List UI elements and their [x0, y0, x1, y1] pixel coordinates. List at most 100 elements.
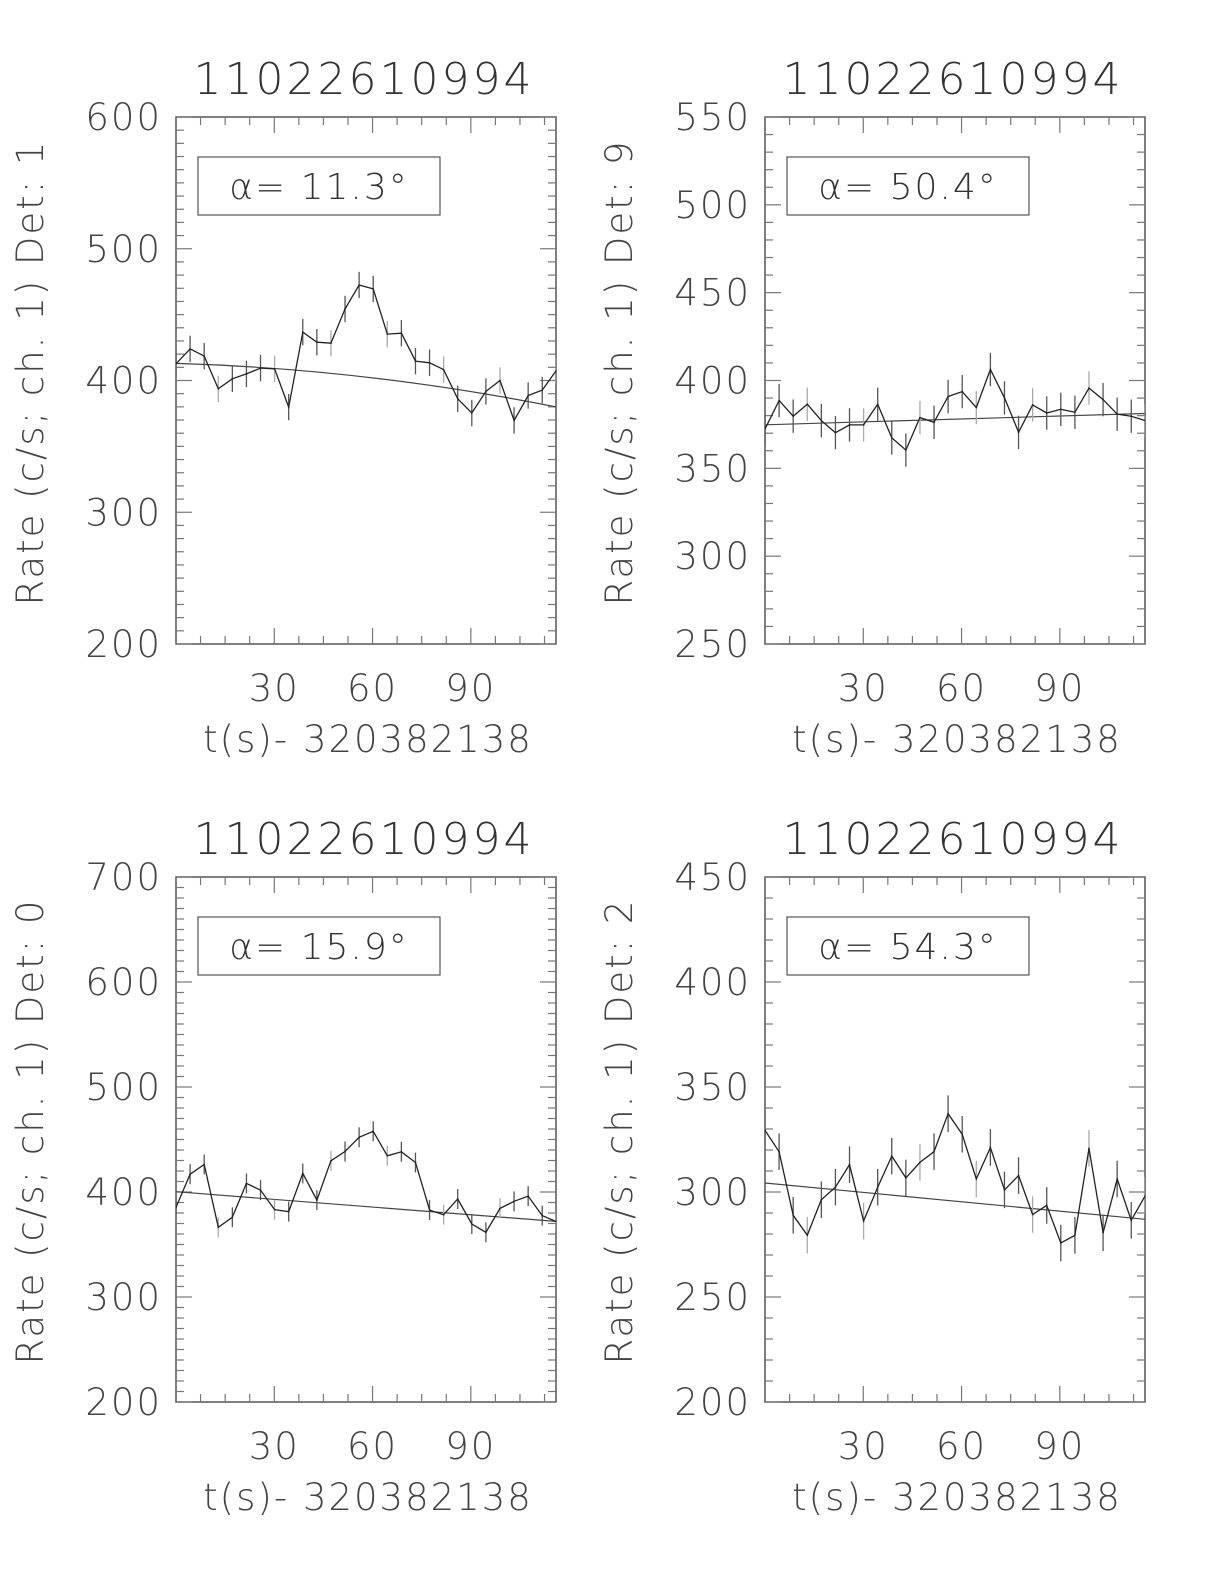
x-tick-label: 90 — [445, 667, 496, 710]
x-tick-label: 60 — [936, 1425, 987, 1468]
data-point — [1116, 413, 1118, 416]
data-point — [189, 348, 191, 350]
data-point — [456, 1198, 459, 1200]
data-point — [400, 332, 403, 335]
data-point — [316, 1199, 318, 1201]
data-point — [203, 355, 205, 357]
y-tick-label: 500 — [674, 184, 751, 227]
data-point — [806, 403, 809, 406]
data-point — [287, 406, 290, 408]
plot-area — [176, 1121, 556, 1243]
x-tick-label: 90 — [1034, 1425, 1085, 1468]
y-tick-label: 450 — [674, 272, 751, 315]
data-point — [499, 1207, 501, 1210]
x-tick-label: 30 — [838, 667, 889, 710]
data-point — [1130, 415, 1133, 417]
y-tick-label: 350 — [674, 1066, 751, 1109]
data-point — [176, 1206, 177, 1209]
data-point — [386, 333, 389, 335]
x-tick-label: 30 — [838, 1425, 889, 1468]
x-axis-label: t(s)- 320382138 — [792, 1476, 1122, 1519]
data-point — [259, 367, 262, 369]
x-tick-label: 60 — [347, 1425, 398, 1468]
data-point — [1116, 1178, 1118, 1180]
data-point — [1003, 1189, 1006, 1191]
data-point — [890, 437, 893, 439]
y-tick-label: 400 — [674, 961, 751, 1004]
data-point — [414, 360, 417, 362]
x-tick-label: 30 — [249, 667, 300, 710]
y-axis-label: Rate (c/s; ch. 1) Det: 9 — [598, 140, 641, 606]
data-point — [1031, 1213, 1034, 1216]
y-tick-label: 550 — [674, 96, 751, 139]
annotation-alpha: α= 15.9° — [229, 927, 409, 968]
y-tick-label: 700 — [85, 856, 162, 899]
data-point — [876, 1186, 879, 1188]
data-point — [961, 390, 964, 393]
data-point — [301, 331, 304, 333]
y-tick-label: 600 — [85, 96, 162, 139]
data-point — [1074, 1234, 1076, 1237]
x-tick-label: 60 — [347, 667, 398, 710]
data-point — [485, 1231, 487, 1234]
y-tick-label: 450 — [674, 856, 751, 899]
annotation-alpha: α= 54.3° — [818, 927, 998, 968]
x-tick-label: 30 — [249, 1425, 300, 1468]
data-point — [273, 1208, 276, 1211]
data-point — [471, 412, 473, 414]
y-tick-label: 250 — [674, 1276, 751, 1319]
plot-area — [176, 271, 556, 434]
data-point — [792, 415, 794, 417]
y-tick-label: 350 — [674, 447, 751, 490]
y-tick-label: 400 — [85, 360, 162, 403]
data-point — [905, 1177, 907, 1179]
data-point — [1003, 397, 1006, 399]
x-axis-label: t(s)- 320382138 — [792, 718, 1122, 761]
data-point — [1102, 398, 1104, 401]
data-point — [975, 406, 978, 409]
annotation-box — [197, 916, 441, 976]
y-tick-label: 200 — [674, 1381, 751, 1424]
data-point — [527, 1195, 529, 1197]
data-point — [848, 1163, 851, 1166]
data-point — [806, 1234, 809, 1237]
data-point — [176, 362, 177, 365]
data-point — [834, 1186, 837, 1188]
data-point — [961, 1133, 964, 1136]
data-point — [862, 1220, 865, 1222]
data-point — [442, 1213, 445, 1216]
panel-title: 11022610994 — [783, 54, 1124, 105]
y-tick-label: 250 — [674, 623, 751, 666]
data-point — [1130, 1219, 1133, 1222]
annotation-box — [197, 156, 441, 216]
data-point — [1017, 431, 1020, 434]
fit-line — [176, 1191, 556, 1222]
data-point — [358, 1136, 360, 1139]
data-point — [287, 1210, 290, 1213]
data-point — [555, 1220, 556, 1223]
y-axis-label: Rate (c/s; ch. 1) Det: 1 — [9, 140, 52, 606]
data-point — [189, 1173, 191, 1175]
data-point — [1017, 1174, 1020, 1177]
data-point — [330, 342, 332, 345]
y-tick-label: 500 — [85, 1066, 162, 1109]
y-tick-label: 400 — [85, 1171, 162, 1214]
x-tick-label: 60 — [936, 667, 987, 710]
data-point — [778, 399, 780, 402]
annotation-alpha: α= 50.4° — [818, 167, 998, 208]
data-point — [947, 1112, 949, 1115]
data-point — [947, 395, 949, 398]
y-tick-label: 200 — [85, 1381, 162, 1424]
data-point — [989, 368, 992, 371]
data-point — [1088, 387, 1090, 389]
plot-area — [765, 352, 1145, 467]
data-point — [513, 1200, 515, 1203]
y-tick-label: 300 — [674, 535, 751, 578]
data-point — [231, 1216, 234, 1219]
data-point — [792, 1214, 794, 1217]
data-point — [848, 424, 851, 426]
data-point — [245, 1182, 248, 1185]
panel-title: 11022610994 — [194, 54, 535, 105]
data-point — [778, 1150, 780, 1153]
